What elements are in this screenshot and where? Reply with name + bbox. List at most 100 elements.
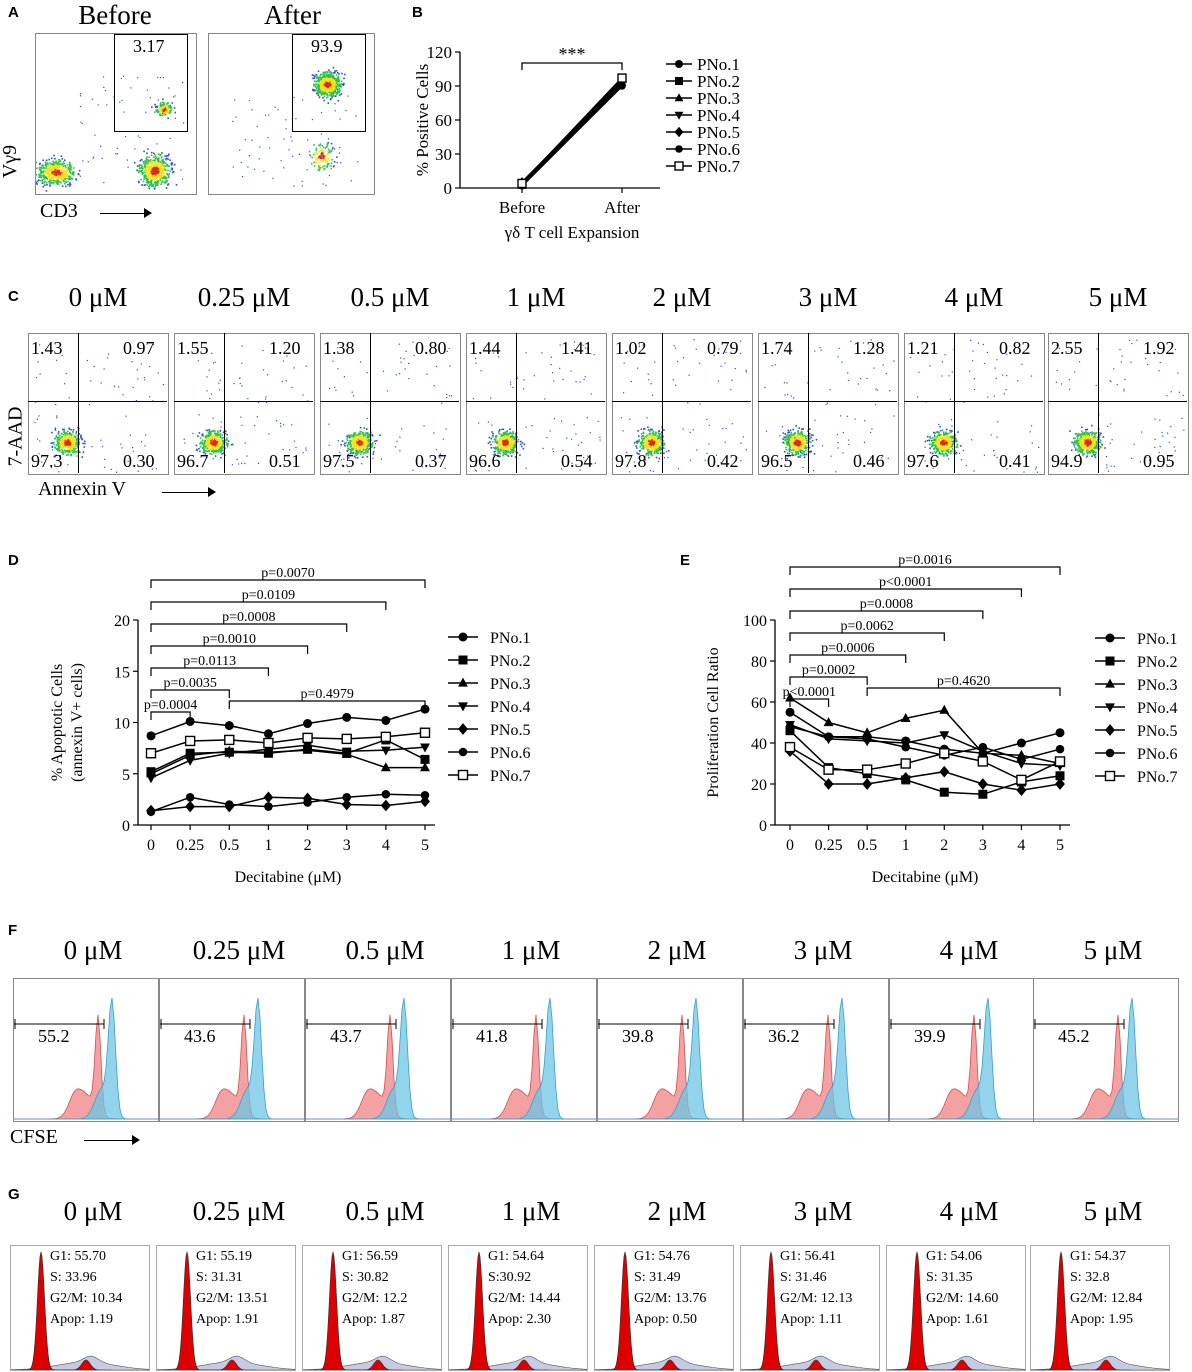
- flow-event: [367, 433, 370, 436]
- flow-event: [63, 428, 65, 431]
- flow-event: [58, 471, 60, 473]
- flow-event: [305, 447, 307, 449]
- flow-event: [396, 440, 398, 442]
- flow-event: [166, 180, 168, 182]
- flow-event: [64, 178, 67, 180]
- flow-event: [650, 383, 652, 385]
- flow-event: [363, 441, 366, 443]
- flow-event: [57, 164, 59, 167]
- flow-event: [160, 176, 163, 178]
- flow-event: [504, 442, 507, 444]
- flow-event: [63, 449, 66, 452]
- flow-event: [366, 372, 368, 374]
- flow-event: [76, 455, 78, 457]
- flow-event: [68, 163, 71, 166]
- flow-event: [157, 163, 160, 166]
- flow-event: [59, 449, 61, 451]
- flow-event: [653, 438, 655, 440]
- flow-event: [496, 441, 498, 443]
- flow-event: [64, 159, 66, 161]
- flow-event: [661, 448, 663, 450]
- flow-event: [794, 454, 796, 456]
- flow-event: [116, 147, 118, 149]
- flow-event: [168, 165, 171, 167]
- flow-event: [44, 184, 46, 186]
- flow-event: [145, 161, 147, 163]
- flow-event: [507, 445, 510, 448]
- flow-event: [214, 430, 216, 433]
- flow-event: [56, 438, 59, 441]
- flow-event: [143, 162, 145, 165]
- flow-event: [208, 447, 211, 450]
- flow-event: [198, 414, 200, 416]
- flow-event: [656, 449, 659, 451]
- flow-event: [334, 110, 336, 112]
- flow-event: [215, 436, 217, 438]
- flow-event: [217, 430, 219, 432]
- flow-event: [351, 449, 354, 451]
- flow-event: [218, 443, 220, 445]
- flow-event: [379, 434, 381, 436]
- flow-event: [358, 445, 361, 447]
- flow-event: [137, 171, 140, 174]
- flow-event: [322, 75, 325, 77]
- flow-event: [142, 160, 145, 163]
- flow-event: [313, 83, 315, 86]
- flow-event: [80, 436, 82, 438]
- flow-event: [63, 442, 66, 444]
- flow-event: [41, 182, 44, 184]
- flow-event: [225, 430, 227, 432]
- flow-event: [164, 109, 167, 111]
- flow-event: [163, 181, 165, 184]
- flow-event: [147, 176, 149, 179]
- flow-event: [59, 164, 62, 167]
- flow-event: [209, 434, 211, 436]
- flow-event: [315, 83, 317, 85]
- flow-event: [446, 393, 448, 395]
- flow-event: [65, 436, 67, 438]
- flow-event: [366, 455, 369, 458]
- flow-event: [213, 434, 216, 437]
- flow-event: [160, 156, 163, 158]
- flow-event: [202, 435, 205, 437]
- flow-event: [157, 175, 159, 177]
- flow-event: [208, 440, 211, 443]
- flow-event: [61, 168, 63, 171]
- flow-event: [78, 427, 80, 429]
- flow-event: [798, 438, 800, 441]
- flow-event: [80, 121, 82, 123]
- x-tick-label: After: [604, 198, 640, 217]
- flow-event: [46, 171, 49, 173]
- flow-event: [494, 448, 497, 450]
- flow-event: [166, 165, 169, 167]
- flow-event: [318, 161, 321, 164]
- flow-event: [68, 448, 71, 451]
- flow-event: [651, 435, 654, 437]
- flow-event: [83, 446, 85, 448]
- flow-event: [51, 445, 54, 448]
- flow-event: [493, 451, 496, 453]
- flow-event: [218, 433, 220, 436]
- flow-event: [499, 455, 501, 458]
- flow-event: [219, 434, 221, 436]
- flow-event: [137, 77, 139, 79]
- flow-event: [156, 167, 158, 169]
- flow-event: [333, 82, 336, 84]
- flow-event: [61, 178, 63, 180]
- flow-event: [64, 164, 67, 167]
- flow-event: [144, 379, 146, 381]
- flow-event: [121, 99, 123, 102]
- flow-event: [148, 187, 151, 190]
- flow-event: [60, 175, 63, 177]
- flow-event: [361, 444, 363, 447]
- flow-event: [450, 395, 452, 397]
- flow-event: [208, 441, 211, 444]
- flow-event: [799, 437, 802, 439]
- flow-event: [650, 445, 653, 448]
- flow-event: [328, 444, 330, 446]
- flow-event: [499, 438, 502, 441]
- flow-event: [160, 108, 163, 111]
- flow-event: [803, 446, 805, 448]
- flow-event: [339, 451, 341, 453]
- flow-event: [70, 428, 72, 431]
